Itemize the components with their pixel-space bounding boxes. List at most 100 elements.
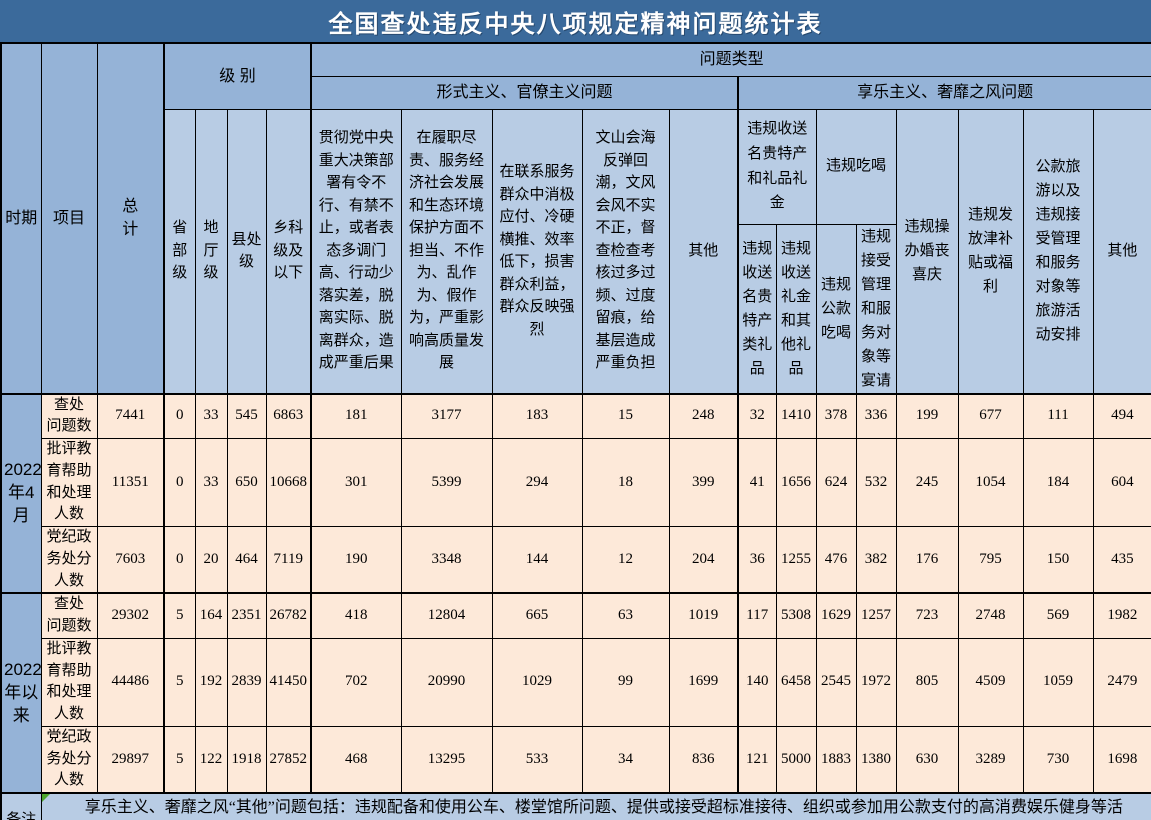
value-cell: 27852 — [265, 725, 312, 794]
header-level-col: 县处级 — [226, 108, 267, 394]
row-label: 批评教 育帮助 和处理 人数 — [40, 438, 98, 527]
header-level-col: 地厅级 — [194, 108, 228, 394]
value-cell: 0 — [163, 392, 196, 439]
period-cell: 2022 年以 来 — [0, 592, 42, 794]
value-cell: 1698 — [1092, 725, 1151, 794]
value-cell: 184 — [1022, 438, 1094, 527]
value-cell: 5 — [163, 637, 196, 727]
value-cell: 36 — [737, 526, 777, 594]
value-cell: 2479 — [1092, 637, 1151, 727]
value-cell: 1410 — [775, 392, 817, 439]
header-dining-col: 违规公款吃喝 — [815, 223, 857, 394]
value-cell: 144 — [491, 526, 583, 594]
header-hedonism-col: 违规发放津补贴或福利 — [957, 108, 1024, 394]
value-cell: 730 — [1022, 725, 1094, 794]
value-cell: 301 — [310, 438, 402, 527]
remark-label: 备注 — [0, 792, 42, 820]
row-label: 查处 问题数 — [40, 392, 98, 439]
value-cell: 382 — [855, 526, 897, 594]
value-cell: 464 — [226, 526, 267, 594]
header-level-group: 级 别 — [162, 42, 312, 110]
row-label: 党纪政 务处分 人数 — [40, 526, 98, 594]
value-cell: 2351 — [226, 592, 267, 639]
value-cell: 569 — [1022, 592, 1094, 639]
value-cell: 204 — [668, 526, 739, 594]
value-cell: 805 — [895, 637, 959, 727]
value-cell: 604 — [1092, 438, 1151, 527]
row-label: 党纪政 务处分 人数 — [40, 725, 98, 794]
value-cell: 181 — [310, 392, 402, 439]
header-hedonism-col: 公款旅游以及违规接受管理和服务对象等旅游活动安排 — [1022, 108, 1094, 394]
header-formalism-other-col: 其他 — [668, 108, 739, 394]
value-cell: 1019 — [668, 592, 739, 639]
value-cell: 150 — [1022, 526, 1094, 594]
value-cell: 44486 — [96, 637, 165, 727]
value-cell: 336 — [855, 392, 897, 439]
value-cell: 0 — [163, 526, 196, 594]
value-cell: 4509 — [957, 637, 1024, 727]
value-cell: 294 — [491, 438, 583, 527]
value-cell: 435 — [1092, 526, 1151, 594]
header-formalism-col: 文山会海反弹回潮，文风会风不实不正，督查检查考核过多过频、过度留痕，给基层造成严… — [581, 108, 670, 394]
value-cell: 476 — [815, 526, 857, 594]
value-cell: 41 — [737, 438, 777, 527]
value-cell: 5000 — [775, 725, 817, 794]
value-cell: 192 — [194, 637, 228, 727]
row-label: 批评教 育帮助 和处理 人数 — [40, 637, 98, 727]
header-dining-col: 违规接受管理和服务对象等宴请 — [855, 223, 897, 394]
value-cell: 836 — [668, 725, 739, 794]
value-cell: 624 — [815, 438, 857, 527]
value-cell: 99 — [581, 637, 670, 727]
value-cell: 0 — [163, 438, 196, 527]
value-cell: 15 — [581, 392, 670, 439]
value-cell: 702 — [310, 637, 402, 727]
value-cell: 12804 — [400, 592, 493, 639]
value-cell: 630 — [895, 725, 959, 794]
value-cell: 29302 — [96, 592, 165, 639]
value-cell: 32 — [737, 392, 777, 439]
value-cell: 5 — [163, 592, 196, 639]
value-cell: 1883 — [815, 725, 857, 794]
value-cell: 183 — [491, 392, 583, 439]
value-cell: 190 — [310, 526, 402, 594]
header-level-col: 乡科级及以下 — [265, 108, 312, 394]
header-formalism-group: 形式主义、官僚主义问题 — [310, 75, 739, 110]
value-cell: 248 — [668, 392, 739, 439]
value-cell: 677 — [957, 392, 1024, 439]
value-cell: 11351 — [96, 438, 165, 527]
value-cell: 399 — [668, 438, 739, 527]
value-cell: 1054 — [957, 438, 1024, 527]
value-cell: 3348 — [400, 526, 493, 594]
value-cell: 1656 — [775, 438, 817, 527]
value-cell: 176 — [895, 526, 959, 594]
value-cell: 1972 — [855, 637, 897, 727]
value-cell: 63 — [581, 592, 670, 639]
header-gift-col: 违规收送名贵特产类礼品 — [737, 223, 777, 394]
value-cell: 164 — [194, 592, 228, 639]
header-item: 项目 — [40, 42, 98, 394]
period-cell: 2022 年4 月 — [0, 392, 42, 594]
value-cell: 199 — [895, 392, 959, 439]
header-dining-group: 违规吃喝 — [815, 108, 897, 225]
value-cell: 7603 — [96, 526, 165, 594]
value-cell: 378 — [815, 392, 857, 439]
value-cell: 12 — [581, 526, 670, 594]
value-cell: 18 — [581, 438, 670, 527]
value-cell: 533 — [491, 725, 583, 794]
value-cell: 1059 — [1022, 637, 1094, 727]
value-cell: 418 — [310, 592, 402, 639]
remark-text: 享乐主义、奢靡之风“其他”问题包括：违规配备和使用公车、楼堂馆所问题、提供或接受… — [84, 799, 1123, 816]
value-cell: 1629 — [815, 592, 857, 639]
value-cell: 795 — [957, 526, 1024, 594]
value-cell: 26782 — [265, 592, 312, 639]
value-cell: 7441 — [96, 392, 165, 439]
value-cell: 121 — [737, 725, 777, 794]
value-cell: 20 — [194, 526, 228, 594]
header-formalism-col: 在履职尽责、服务经济社会发展和生态环境保护方面不担当、不作为、乱作为、假作为，严… — [400, 108, 493, 394]
value-cell: 29897 — [96, 725, 165, 794]
value-cell: 1029 — [491, 637, 583, 727]
page-title: 全国查处违反中央八项规定精神问题统计表 — [0, 0, 1151, 42]
header-total: 总 计 — [96, 42, 165, 394]
value-cell: 10668 — [265, 438, 312, 527]
